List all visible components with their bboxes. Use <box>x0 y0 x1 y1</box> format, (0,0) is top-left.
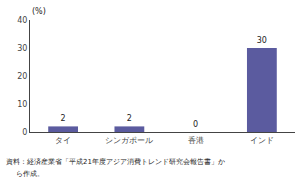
svg-text:資料：経済産業省「平成21年度アジア消費トレンド研究会報告書: 資料：経済産業省「平成21年度アジア消費トレンド研究会報告書」か <box>6 158 225 166</box>
svg-text:0: 0 <box>22 128 27 137</box>
svg-text:(%): (%) <box>32 7 46 16</box>
svg-text:香港: 香港 <box>188 136 204 145</box>
svg-text:タイ: タイ <box>55 136 71 145</box>
svg-text:ら作成。: ら作成。 <box>16 170 44 178</box>
svg-text:2: 2 <box>127 114 132 123</box>
svg-text:40: 40 <box>17 16 27 25</box>
svg-text:20: 20 <box>17 72 27 81</box>
svg-text:0: 0 <box>193 120 198 129</box>
svg-text:インド: インド <box>250 136 274 145</box>
svg-text:2: 2 <box>61 114 66 123</box>
svg-text:30: 30 <box>257 36 267 45</box>
svg-text:10: 10 <box>17 100 27 109</box>
svg-text:シンガポール: シンガポール <box>105 136 153 145</box>
svg-text:30: 30 <box>17 44 27 53</box>
